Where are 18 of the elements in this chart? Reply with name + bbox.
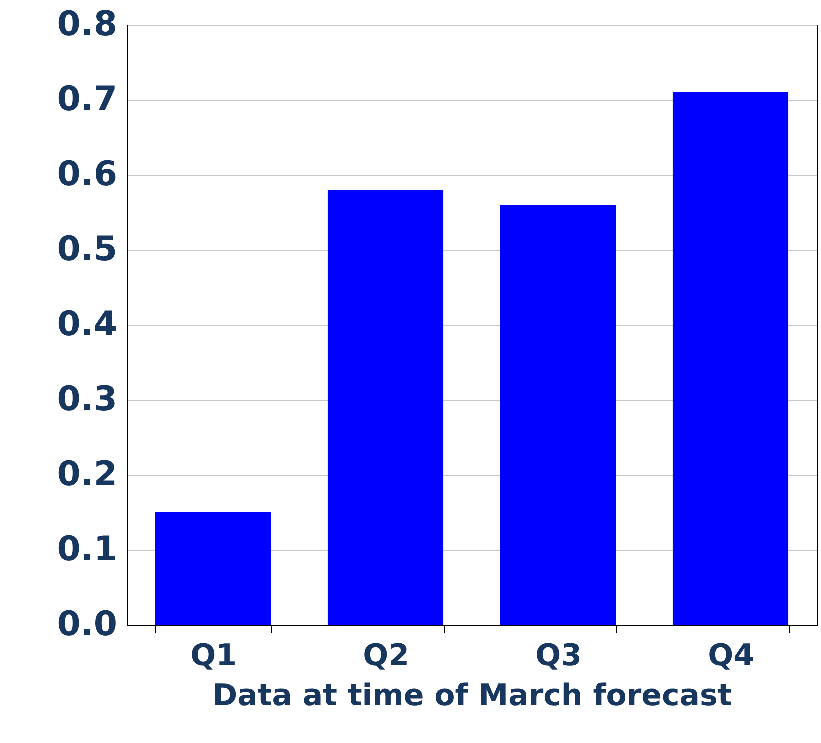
x-tick-label: Q4 [708, 638, 754, 674]
bar [328, 190, 444, 625]
x-tick-label: Q2 [363, 638, 410, 674]
y-tick-label: 0.3 [57, 380, 118, 420]
bar [155, 512, 272, 625]
y-tick-label: 0.4 [57, 304, 118, 344]
bar [672, 92, 789, 625]
x-tick-label: Q3 [536, 638, 582, 674]
y-tick-label: 0.8 [57, 4, 118, 44]
y-tick-label: 0.2 [57, 454, 118, 494]
y-tick-label: 0.1 [57, 530, 118, 570]
y-tick-label: 0.7 [57, 80, 118, 120]
y-tick-label: 0.6 [57, 154, 118, 194]
x-tick-label: Q1 [190, 638, 237, 674]
x-axis-title: Data at time of March forecast [212, 678, 732, 714]
bar [500, 205, 616, 625]
y-tick-label: 0.5 [57, 230, 118, 270]
y-tick-label: 0.0 [57, 604, 118, 644]
